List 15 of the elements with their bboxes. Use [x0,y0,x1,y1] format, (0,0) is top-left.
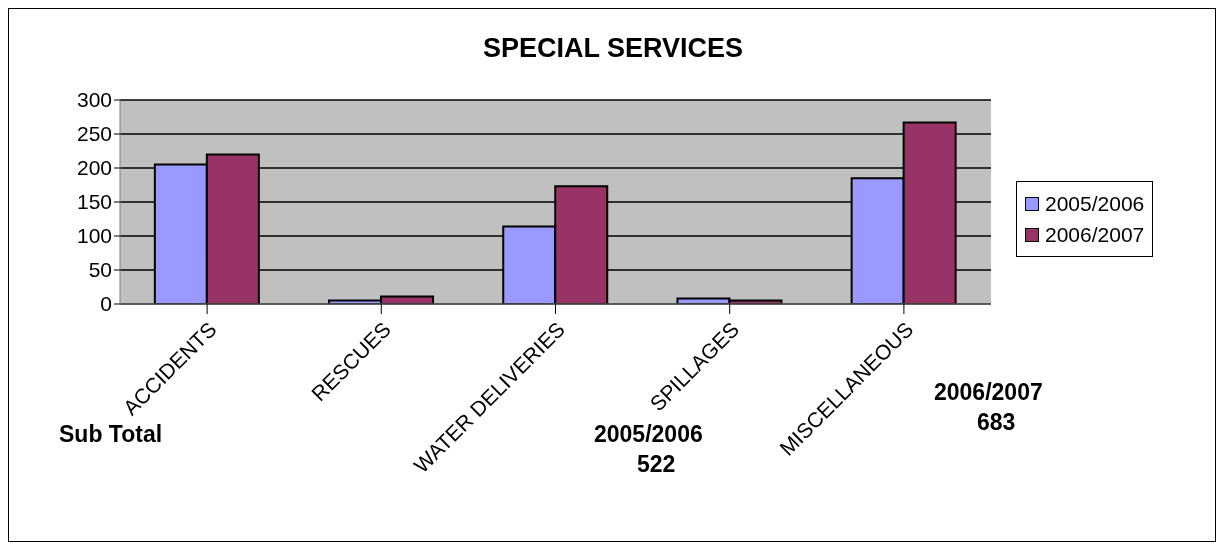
text: 683 [977,409,1016,436]
chart-title: SPECIAL SERVICES [481,33,745,64]
legend-label: 2006/2007 [1045,222,1145,248]
y-tick-label: 150 [76,190,112,214]
y-tick-label: 200 [76,156,112,180]
legend-label: 2005/2006 [1045,191,1145,217]
y-tick-label: 50 [88,258,112,282]
y-tick-label: 250 [76,122,112,146]
text: 522 [637,451,676,478]
y-tick-label: 0 [100,292,112,316]
text: 2006/2007 [934,379,1043,406]
text: 2005/2006 [594,421,703,448]
y-tick-label: 100 [76,224,112,248]
text: Sub Total [59,421,163,448]
y-tick-label: 300 [76,88,112,112]
